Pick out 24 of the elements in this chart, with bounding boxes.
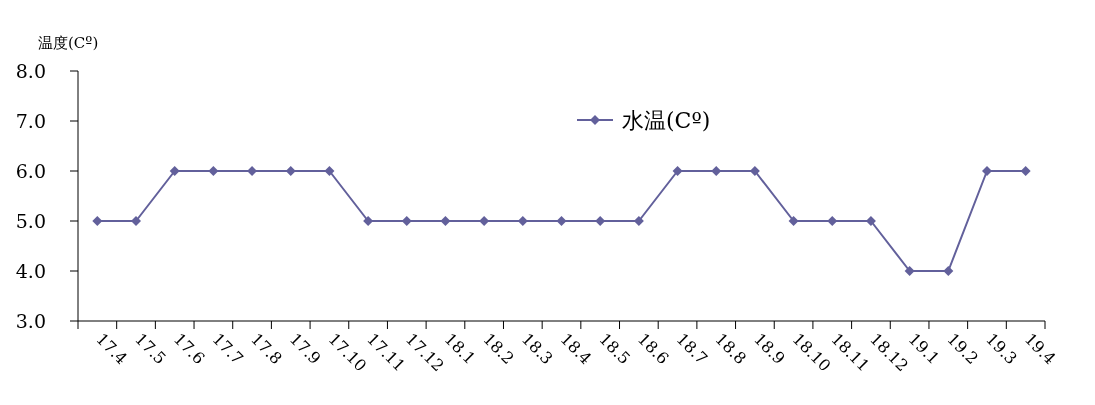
point bbox=[169, 166, 180, 176]
y-axis-title: 温度(Cº) bbox=[38, 34, 99, 52]
point bbox=[904, 266, 915, 276]
point bbox=[1020, 166, 1031, 176]
y-tick-label: 8.0 bbox=[15, 60, 46, 82]
point bbox=[440, 216, 451, 226]
legend-label: 水温(Cº) bbox=[622, 108, 711, 133]
point bbox=[788, 216, 799, 226]
y-tick-label: 7.0 bbox=[15, 110, 46, 132]
point bbox=[131, 216, 142, 226]
point bbox=[943, 266, 954, 276]
x-tick-label: 17.7 bbox=[208, 329, 248, 369]
point bbox=[324, 166, 335, 176]
point bbox=[672, 166, 683, 176]
x-tick-label: 18.7 bbox=[672, 329, 712, 369]
y-tick-label: 6.0 bbox=[15, 160, 46, 182]
point bbox=[556, 216, 567, 226]
y-tick-label: 4.0 bbox=[15, 260, 46, 282]
y-tick-label: 5.0 bbox=[15, 210, 46, 232]
point bbox=[981, 166, 992, 176]
point bbox=[208, 166, 219, 176]
legend: 水温(Cº) bbox=[576, 108, 711, 133]
point bbox=[92, 216, 103, 226]
y-tick-label: 3.0 bbox=[15, 310, 46, 332]
